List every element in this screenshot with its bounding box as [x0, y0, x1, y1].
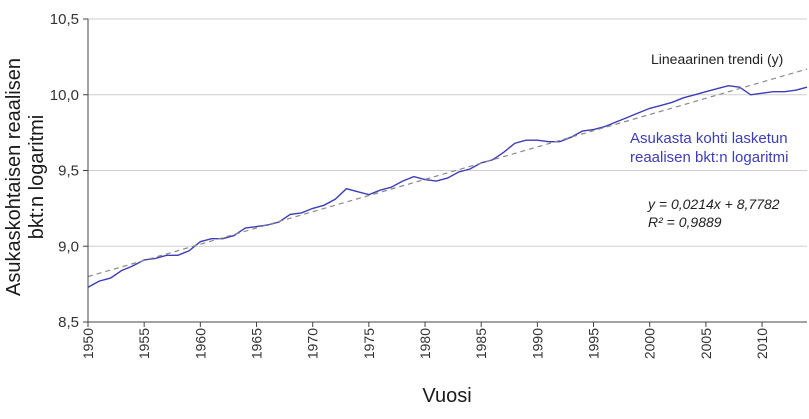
series-line-gdp — [87, 84, 808, 288]
x-tick-label-6: 1980 — [417, 328, 433, 359]
x-tick-label-5: 1975 — [361, 328, 377, 359]
y-tick-labels: 8,5 9,0 9,5 10,0 10,5 — [50, 11, 79, 331]
regression-equation: y = 0,0214x + 8,7782 — [647, 196, 780, 212]
x-tick-label-9: 1995 — [586, 328, 602, 359]
y-tick-label-4: 10,5 — [50, 11, 79, 28]
series-label-line-2: reaalisen bkt:n logaritmi — [630, 149, 788, 166]
x-tick-label-10: 2000 — [642, 328, 658, 359]
y-axis-title-line-1: Asukaskohtaisen reaalisen — [3, 58, 25, 296]
x-tick-label-2: 1960 — [192, 328, 208, 359]
y-tick-label-2: 9,5 — [58, 163, 79, 180]
x-tick-label-4: 1970 — [305, 328, 321, 359]
x-tick-label-11: 2005 — [698, 328, 714, 359]
x-tick-labels: 1950 1955 1960 1965 1970 1975 1980 1985 1990 1995… — [80, 328, 770, 359]
x-tick-label-7: 1985 — [473, 328, 489, 359]
r-squared: R² = 0,9889 — [648, 214, 722, 230]
x-tick-label-12: 2010 — [754, 328, 770, 359]
y-axis-title-line-2: bkt:n logaritmi — [26, 115, 48, 240]
x-tick-label-0: 1950 — [80, 328, 96, 359]
axes — [83, 18, 807, 327]
y-tick-label-1: 9,0 — [58, 238, 79, 255]
x-tick-label-1: 1955 — [136, 328, 152, 359]
x-tick-label-3: 1965 — [249, 328, 265, 359]
gridlines — [88, 18, 807, 247]
y-tick-label-3: 10,0 — [50, 87, 79, 104]
series-label-line-1: Asukasta kohti lasketun — [630, 130, 788, 147]
x-axis-title: Vuosi — [422, 385, 471, 407]
y-tick-label-0: 8,5 — [58, 314, 79, 331]
trend-line — [87, 68, 808, 278]
series-layer — [87, 68, 808, 288]
x-tick-label-8: 1990 — [529, 328, 545, 359]
trend-label: Lineaarinen trendi (y) — [651, 51, 783, 67]
y-axis-title: Asukaskohtaisen reaalisen bkt:n logaritm… — [3, 58, 48, 296]
